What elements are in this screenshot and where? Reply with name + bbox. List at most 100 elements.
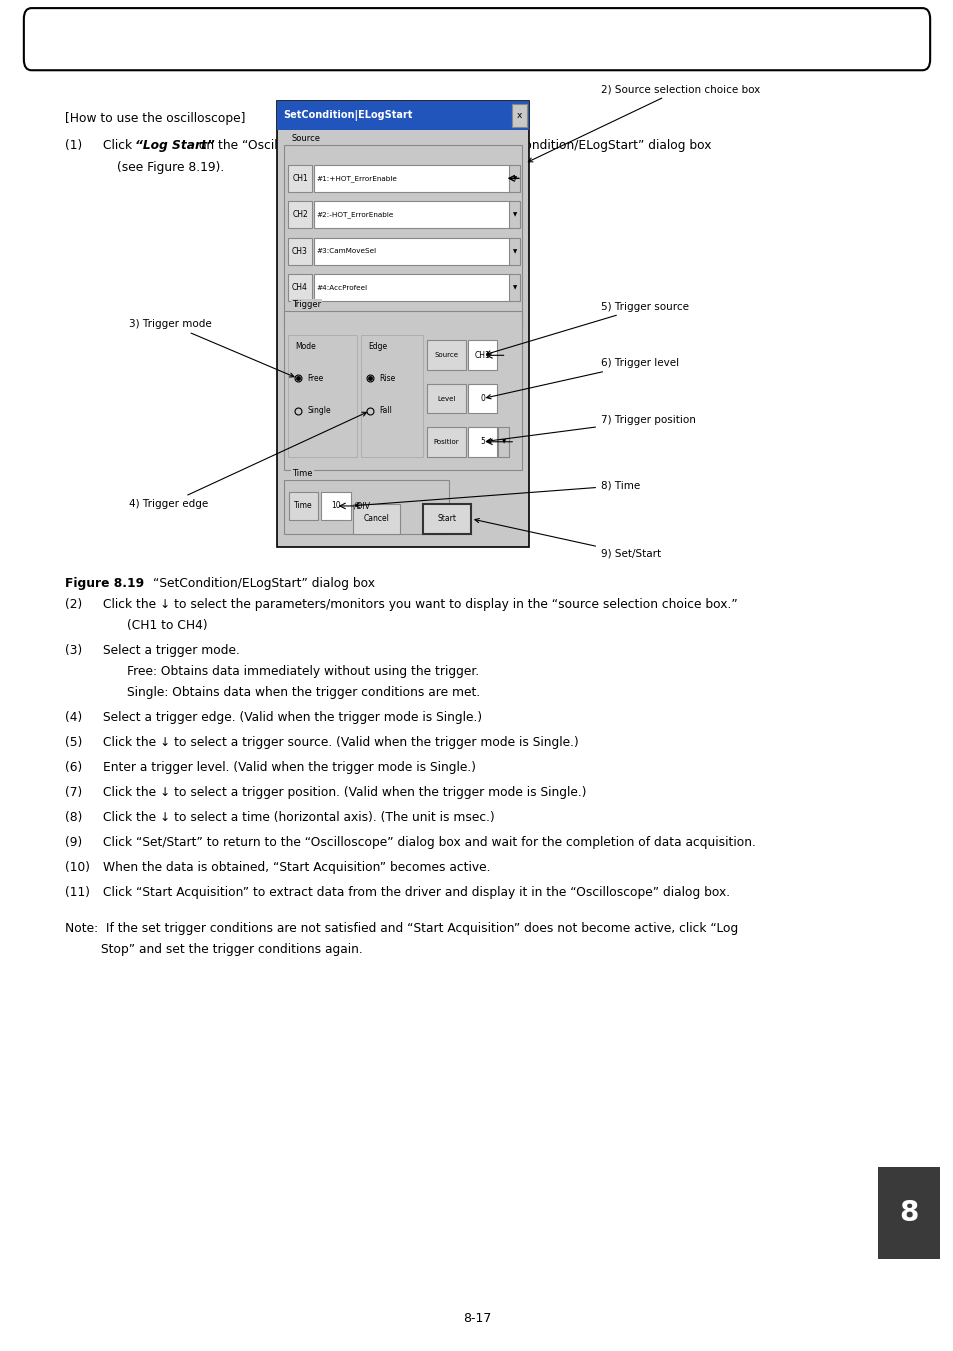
Text: (CH1 to CH4): (CH1 to CH4) <box>127 619 208 632</box>
Text: Figure 8.19: Figure 8.19 <box>65 577 144 590</box>
Text: Rise: Rise <box>379 374 395 382</box>
Text: (7): (7) <box>65 786 82 800</box>
Bar <box>314 165 511 192</box>
Text: Select a trigger edge. (Valid when the trigger mode is Single.): Select a trigger edge. (Valid when the t… <box>103 711 481 724</box>
Text: Click the ↓ to select a trigger position. (Valid when the trigger mode is Single: Click the ↓ to select a trigger position… <box>103 786 586 800</box>
Text: ▼: ▼ <box>512 176 517 181</box>
Text: 8: 8 <box>898 1200 918 1227</box>
Text: Edge: Edge <box>368 342 387 351</box>
Text: Source: Source <box>292 134 320 143</box>
Bar <box>509 165 519 192</box>
Text: Mode: Mode <box>295 342 316 351</box>
Text: 5: 5 <box>479 438 485 446</box>
Text: 8-17: 8-17 <box>462 1312 491 1325</box>
Bar <box>468 427 497 457</box>
Bar <box>468 340 497 370</box>
Bar <box>314 201 511 228</box>
Text: Click the ↓ to select a time (horizontal axis). (The unit is msec.): Click the ↓ to select a time (horizontal… <box>103 811 495 824</box>
Text: (11): (11) <box>65 886 90 900</box>
Bar <box>497 427 509 457</box>
Bar <box>288 335 356 457</box>
Text: SetCondition|ELogStart: SetCondition|ELogStart <box>283 109 413 122</box>
Bar <box>314 274 511 301</box>
Text: “SetCondition/ELogStart” dialog box: “SetCondition/ELogStart” dialog box <box>152 577 375 590</box>
Bar <box>288 274 312 301</box>
Text: 9) Set/Start: 9) Set/Start <box>475 519 660 559</box>
Text: (10): (10) <box>65 862 90 874</box>
Text: (2): (2) <box>65 598 82 612</box>
Text: (6): (6) <box>65 762 82 774</box>
Text: Click the ↓ to select a trigger source. (Valid when the trigger mode is Single.): Click the ↓ to select a trigger source. … <box>103 736 578 750</box>
Text: #4:AccProfeel: #4:AccProfeel <box>316 285 368 290</box>
Bar <box>423 504 471 534</box>
Bar <box>314 238 511 265</box>
Text: (see Figure 8.19).: (see Figure 8.19). <box>117 161 224 174</box>
Text: ▼: ▼ <box>501 439 505 444</box>
Text: Time: Time <box>292 469 312 478</box>
Text: [How to use the oscilloscope]: [How to use the oscilloscope] <box>65 112 245 126</box>
Bar <box>468 384 497 413</box>
Text: Time: Time <box>294 501 313 511</box>
Text: 10: 10 <box>331 501 340 511</box>
Text: Click the ↓ to select the parameters/monitors you want to display in the “source: Click the ↓ to select the parameters/mon… <box>103 598 737 612</box>
Text: ▼: ▼ <box>512 249 517 254</box>
Bar <box>289 492 317 520</box>
FancyBboxPatch shape <box>24 8 929 70</box>
Text: #2:-HOT_ErrorEnable: #2:-HOT_ErrorEnable <box>316 212 394 218</box>
Text: CH2: CH2 <box>292 211 308 219</box>
Text: Single: Obtains data when the trigger conditions are met.: Single: Obtains data when the trigger co… <box>127 686 479 700</box>
Bar <box>352 504 399 534</box>
Text: 7) Trigger position: 7) Trigger position <box>486 415 695 443</box>
Text: Click “Set/Start” to return to the “Oscilloscope” dialog box and wait for the co: Click “Set/Start” to return to the “Osci… <box>103 836 755 850</box>
Text: 3) Trigger mode: 3) Trigger mode <box>129 319 294 377</box>
Text: CH4: CH4 <box>292 284 308 292</box>
Bar <box>276 101 529 547</box>
Text: (9): (9) <box>65 836 82 850</box>
Text: Positior: Positior <box>434 439 458 444</box>
Text: “Log Start”: “Log Start” <box>134 139 214 153</box>
Text: CH1: CH1 <box>292 174 308 182</box>
Bar <box>512 104 526 127</box>
Text: (4): (4) <box>65 711 82 724</box>
Bar <box>509 274 519 301</box>
Text: ▼: ▼ <box>512 212 517 218</box>
Text: (1): (1) <box>65 139 82 153</box>
Text: Cancel: Cancel <box>363 515 389 523</box>
Text: Note:  If the set trigger conditions are not satisfied and “Start Acquisition” d: Note: If the set trigger conditions are … <box>65 923 738 935</box>
Bar <box>427 427 465 457</box>
Text: /DIV: /DIV <box>354 501 370 511</box>
Text: Click: Click <box>103 139 136 153</box>
Text: 6) Trigger level: 6) Trigger level <box>486 358 679 399</box>
Text: Fall: Fall <box>379 407 392 415</box>
Text: Free: Obtains data immediately without using the trigger.: Free: Obtains data immediately without u… <box>127 665 478 678</box>
Bar <box>509 201 519 228</box>
Bar <box>288 201 312 228</box>
Text: CH3: CH3 <box>292 247 308 255</box>
Text: 2) Source selection choice box: 2) Source selection choice box <box>528 84 760 162</box>
Text: #1:+HOT_ErrorEnable: #1:+HOT_ErrorEnable <box>316 176 397 181</box>
Bar <box>276 101 529 130</box>
Text: Single: Single <box>307 407 331 415</box>
Text: 5) Trigger source: 5) Trigger source <box>486 301 688 355</box>
Bar <box>509 238 519 265</box>
Bar <box>284 480 448 534</box>
Bar <box>360 335 422 457</box>
Bar <box>284 311 521 470</box>
Text: Free: Free <box>307 374 323 382</box>
Bar <box>284 145 521 330</box>
Text: ▼: ▼ <box>512 285 517 290</box>
Bar <box>288 165 312 192</box>
Text: Start: Start <box>437 515 456 523</box>
Text: Level: Level <box>436 396 456 401</box>
Text: #3:CamMoveSel: #3:CamMoveSel <box>316 249 376 254</box>
Bar <box>288 238 312 265</box>
Text: Trigger: Trigger <box>292 300 321 309</box>
Text: (5): (5) <box>65 736 82 750</box>
Text: CH1: CH1 <box>475 351 490 359</box>
Text: Click “Start Acquisition” to extract data from the driver and display it in the : Click “Start Acquisition” to extract dat… <box>103 886 729 900</box>
Bar <box>877 1167 939 1259</box>
Text: 8) Time: 8) Time <box>355 481 639 508</box>
Bar <box>427 340 465 370</box>
Text: on the “Oscilloscope” dialog box to display the “SetCondition/ELogStart” dialog : on the “Oscilloscope” dialog box to disp… <box>194 139 710 153</box>
Text: 4) Trigger edge: 4) Trigger edge <box>129 412 366 509</box>
